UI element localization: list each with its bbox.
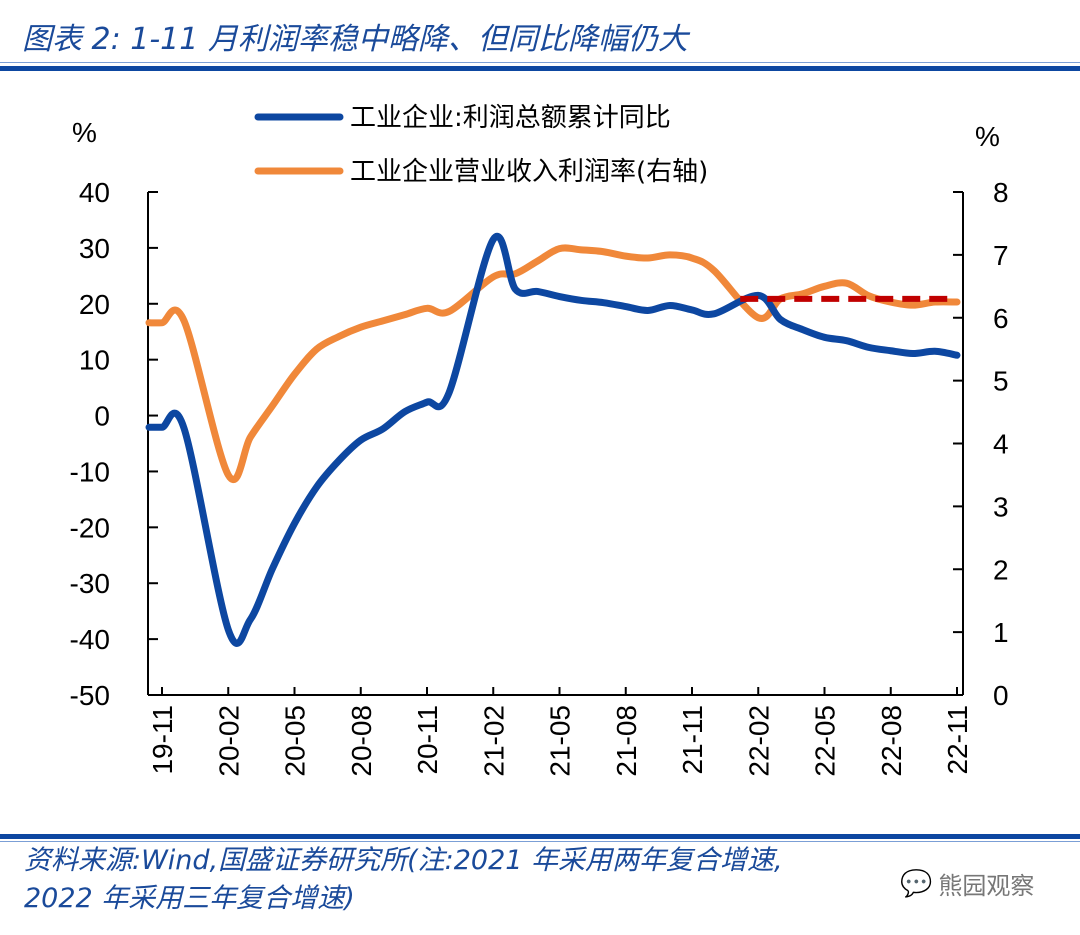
- left-tick-label: 40: [79, 177, 110, 208]
- left-tick-label: 30: [79, 233, 110, 264]
- title-rule: [0, 66, 1080, 71]
- x-tick-label: 22-02: [743, 705, 774, 777]
- watermark: 💬 熊园观察: [900, 866, 1034, 901]
- watermark-text: 熊园观察: [938, 872, 1035, 900]
- right-tick-label: 4: [993, 429, 1009, 460]
- legend-label-profit-growth: 工业企业:利润总额累计同比: [350, 103, 671, 133]
- right-tick-label: 3: [993, 491, 1009, 522]
- x-tick-label: 21-02: [478, 705, 509, 777]
- left-tick-label: 10: [79, 345, 110, 376]
- left-tick-label: -50: [70, 680, 110, 711]
- right-tick-label: 7: [993, 240, 1009, 271]
- right-tick-label: 5: [993, 366, 1009, 397]
- left-tick-label: -30: [70, 568, 110, 599]
- right-tick-label: 2: [993, 554, 1009, 585]
- x-tick-label: 22-05: [810, 705, 841, 777]
- left-tick-label: -10: [70, 456, 110, 487]
- source-rule: [0, 834, 1080, 839]
- source-line-1: 资料来源:Wind,国盛证券研究所(注:2021 年采用两年复合增速,: [24, 845, 783, 876]
- x-tick-label: 20-05: [280, 705, 311, 777]
- x-tick-label: 22-11: [942, 705, 973, 775]
- left-tick-label: 0: [94, 401, 110, 432]
- x-tick-label: 21-05: [545, 705, 576, 777]
- right-tick-label: 6: [993, 303, 1009, 334]
- left-tick-label: 20: [79, 289, 110, 320]
- source-note: 资料来源:Wind,国盛证券研究所(注:2021 年采用两年复合增速, 2022…: [24, 842, 783, 918]
- figure-title: 图表 2: 1-11 月利润率稳中略降、但同比降幅仍大: [22, 22, 688, 57]
- legend-label-profit-margin: 工业企业营业收入利润率(右轴): [350, 157, 708, 187]
- source-line-2: 2022 年采用三年复合增速): [24, 883, 355, 914]
- right-axis-unit: %: [975, 121, 1000, 152]
- series-line-profit-margin: [145, 244, 961, 484]
- left-tick-label: -20: [70, 512, 110, 543]
- x-tick-label: 19-11: [147, 705, 178, 775]
- right-tick-label: 1: [993, 617, 1009, 648]
- series-lines: [145, 232, 961, 647]
- left-axis-unit: %: [72, 117, 97, 148]
- wechat-icon: 💬: [900, 868, 933, 899]
- left-tick-label: -40: [70, 624, 110, 655]
- title-rule-thin: [0, 62, 1080, 63]
- source-rule-thin: [0, 841, 1080, 842]
- right-tick-label: 8: [993, 177, 1009, 208]
- x-tick-label: 21-11: [677, 705, 708, 775]
- x-tick-label: 22-08: [876, 705, 907, 777]
- x-tick-label: 21-08: [611, 705, 642, 777]
- right-tick-label: 0: [993, 680, 1009, 711]
- x-tick-label: 20-02: [213, 705, 244, 777]
- x-tick-label: 20-08: [346, 705, 377, 777]
- legend: 工业企业:利润总额累计同比 工业企业营业收入利润率(右轴): [254, 103, 708, 187]
- x-tick-label: 20-11: [412, 705, 443, 775]
